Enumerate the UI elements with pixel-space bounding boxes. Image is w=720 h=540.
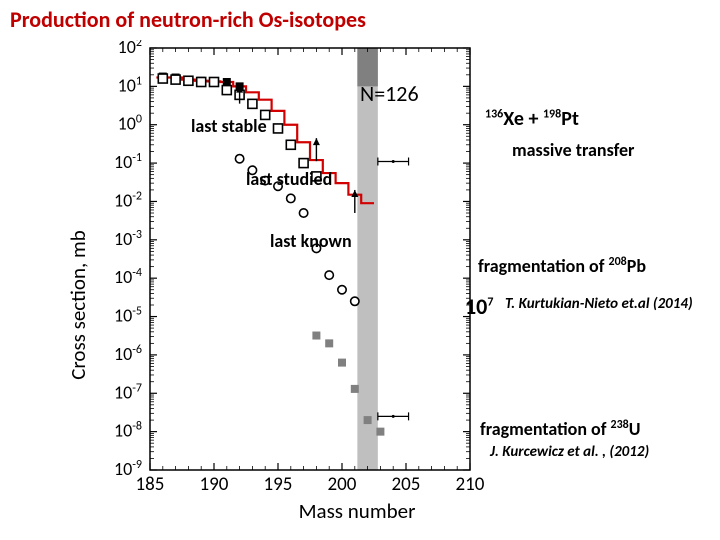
frag-208pb-ref: T. Kurtukian-Nieto et.al (2014) (505, 295, 693, 313)
frag-208pb-label: fragmentation of 208Pb (478, 255, 646, 277)
svg-text:100: 100 (118, 113, 142, 135)
frag-238u-ref: J. Kurcewicz et al. , (2012) (490, 443, 649, 461)
last-studied-label: last studied (246, 168, 332, 190)
svg-text:10-2: 10-2 (114, 189, 142, 211)
svg-text:102: 102 (118, 40, 142, 58)
svg-text:185: 185 (136, 473, 165, 496)
frag-238u-label: fragmentation of 238U (480, 418, 641, 440)
svg-text:10-8: 10-8 (114, 420, 142, 442)
ten7-label: 107 (465, 293, 493, 320)
svg-text:10-4: 10-4 (114, 266, 142, 288)
svg-text:200: 200 (328, 473, 357, 496)
last-stable-label: last stable (191, 115, 267, 137)
svg-text:10-3: 10-3 (114, 228, 142, 250)
massive-transfer-label: massive transfer (512, 139, 634, 161)
y-axis-label: Cross section, mb (65, 230, 91, 380)
svg-text:190: 190 (200, 473, 229, 496)
n126-label: N=126 (360, 80, 419, 107)
svg-text:205: 205 (392, 473, 421, 496)
chart-container: 10-910-810-710-610-510-410-310-210-11001… (60, 40, 700, 530)
reaction-label: 136Xe + 198Pt (485, 107, 579, 131)
page-title: Production of neutron-rich Os-isotopes (10, 6, 366, 33)
svg-text:10-5: 10-5 (114, 305, 142, 327)
svg-text:10-6: 10-6 (114, 343, 142, 365)
svg-text:210: 210 (456, 473, 485, 496)
svg-text:101: 101 (118, 74, 142, 96)
svg-text:10-1: 10-1 (114, 151, 142, 173)
svg-text:195: 195 (264, 473, 293, 496)
last-known-label: last known (270, 230, 352, 252)
svg-text:10-7: 10-7 (114, 381, 142, 403)
x-axis-label: Mass number (222, 498, 492, 524)
